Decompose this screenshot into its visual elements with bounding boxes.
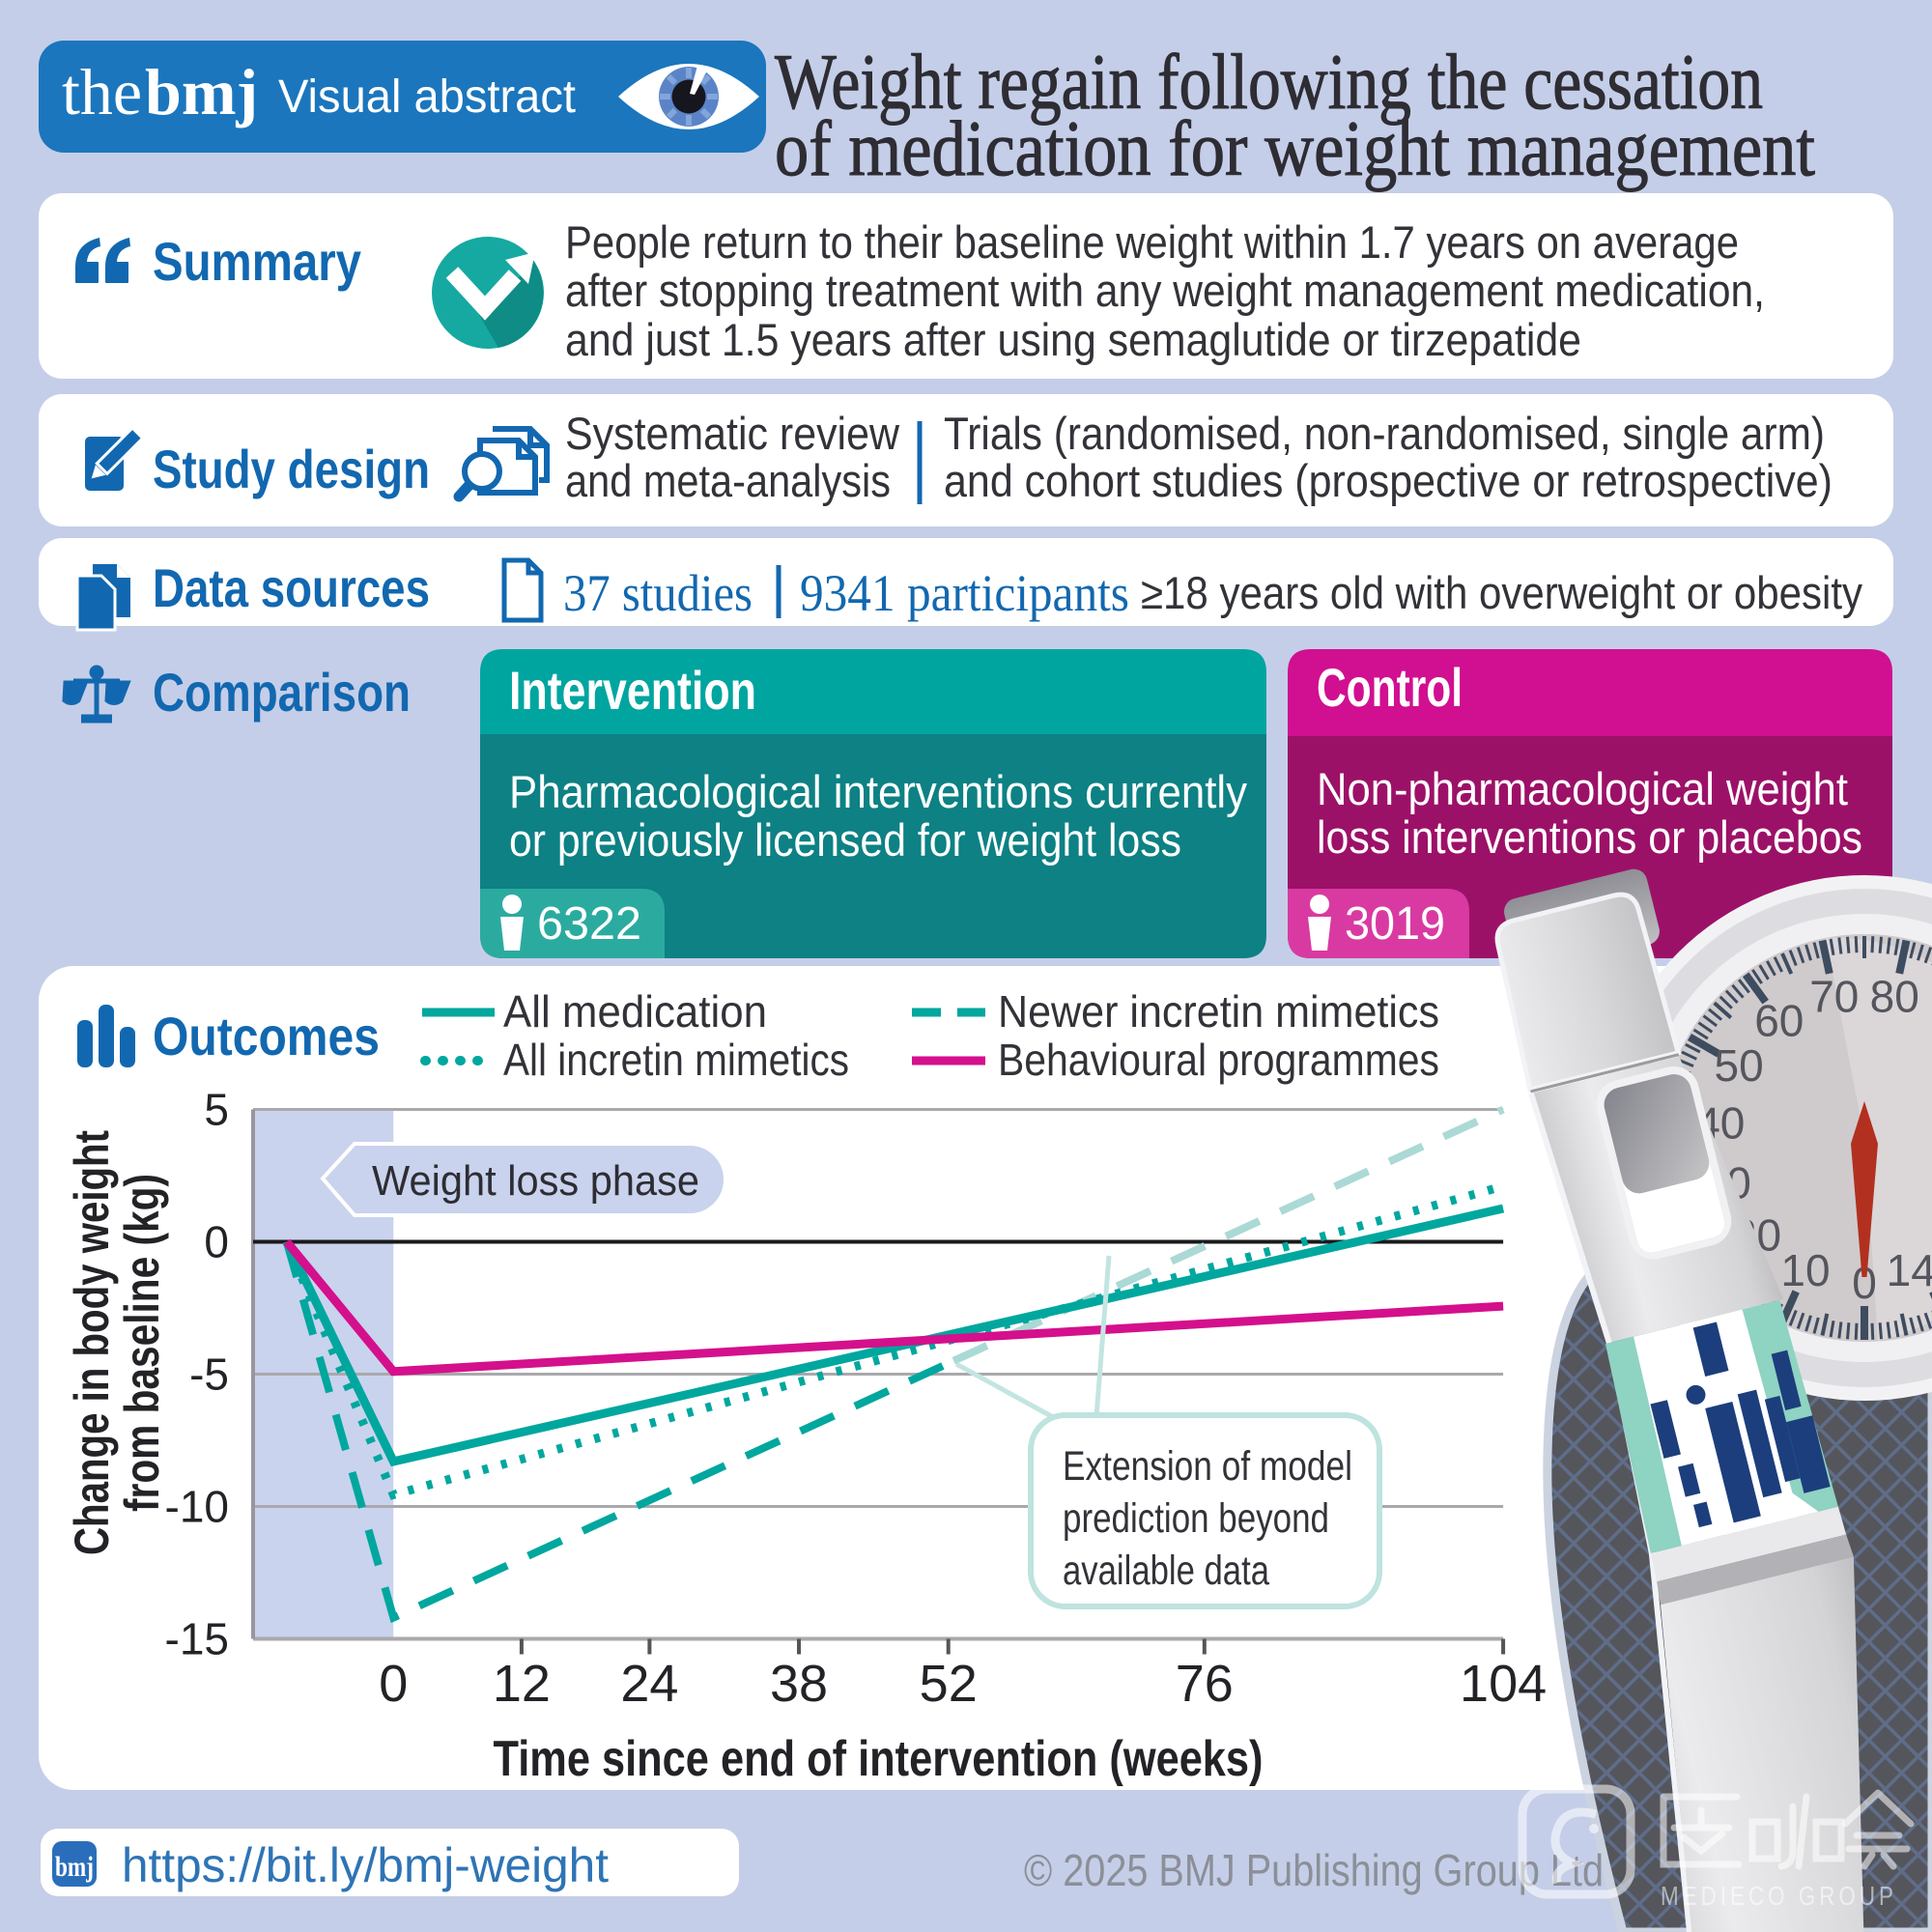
svg-text:bmj: bmj [55,1851,94,1883]
svg-text:Summary: Summary [153,231,361,292]
svg-text:80: 80 [1870,971,1919,1021]
svg-text:from baseline (kg): from baseline (kg) [115,1174,169,1512]
svg-text:Visual abstract: Visual abstract [278,71,576,123]
svg-text:and just 1.5 years after using: and just 1.5 years after using semagluti… [565,314,1581,365]
svg-text:after stopping treatment with: after stopping treatment with any weight… [565,265,1765,316]
svg-text:Behavioural programmes: Behavioural programmes [998,1035,1439,1085]
svg-text:≥18 years old with overweight: ≥18 years old with overweight or obesity [1141,567,1862,618]
svg-text:Extension of model: Extension of model [1063,1443,1352,1490]
svg-text:Change in body weight: Change in body weight [65,1130,119,1555]
svg-text:12: 12 [493,1655,551,1713]
svg-text:6322: 6322 [537,898,641,950]
svg-text:Newer incretin mimetics: Newer incretin mimetics [998,986,1439,1037]
svg-text:Weight regain following the ce: Weight regain following the cessation [775,38,1763,126]
svg-text:Systematic review: Systematic review [565,408,900,459]
svg-text:or previously licensed for wei: or previously licensed for weight loss [509,814,1181,866]
svg-text:Intervention: Intervention [509,660,756,721]
svg-text:the: the [62,55,142,128]
svg-text:Weight loss phase: Weight loss phase [372,1157,699,1205]
svg-text:140: 140 [1887,1245,1932,1295]
svg-text:0: 0 [379,1655,408,1713]
svg-text:and meta-analysis: and meta-analysis [565,455,891,506]
svg-text:76: 76 [1176,1655,1234,1713]
svg-text:People return to their baselin: People return to their baseline weight w… [565,216,1739,268]
svg-text:-15: -15 [165,1614,229,1664]
svg-text:Time since end of intervention: Time since end of intervention (weeks) [494,1731,1264,1787]
svg-text:Study design: Study design [153,439,430,499]
svg-text:Data sources: Data sources [153,557,430,618]
svg-text:https://bit.ly/bmj-weight: https://bit.ly/bmj-weight [122,1838,609,1892]
svg-text:10: 10 [1780,1245,1830,1295]
svg-text:50: 50 [1715,1040,1764,1091]
svg-text:© 2025 BMJ Publishing Group Lt: © 2025 BMJ Publishing Group Ltd [1024,1845,1604,1895]
svg-text:70: 70 [1809,971,1859,1021]
svg-text:Comparison: Comparison [153,662,411,723]
svg-text:5: 5 [204,1085,229,1135]
svg-text:Non-pharmacological weight: Non-pharmacological weight [1317,763,1848,814]
svg-text:Outcomes: Outcomes [153,1006,380,1066]
svg-text:Trials (randomised, non-random: Trials (randomised, non-randomised, sing… [944,408,1825,459]
svg-text:Control: Control [1317,657,1463,718]
svg-text:-10: -10 [165,1482,229,1532]
svg-text:All incretin mimetics: All incretin mimetics [503,1035,849,1085]
svg-text:bmj: bmj [145,55,258,128]
svg-text:60: 60 [1754,996,1804,1046]
svg-text:0: 0 [204,1217,229,1267]
svg-text:-5: -5 [189,1350,229,1400]
svg-text:loss interventions or placebos: loss interventions or placebos [1317,811,1862,863]
svg-text:9341 participants: 9341 participants [800,564,1129,622]
svg-text:MEDIECO GROUP: MEDIECO GROUP [1661,1881,1897,1911]
svg-text:52: 52 [920,1655,978,1713]
svg-text:and cohort studies (prospectiv: and cohort studies (prospective or retro… [944,455,1833,506]
svg-text:available data: available data [1063,1548,1269,1594]
svg-text:All medication: All medication [503,986,767,1037]
svg-text:prediction beyond: prediction beyond [1063,1495,1329,1542]
svg-text:3019: 3019 [1345,898,1445,950]
svg-text:Pharmacological interventions: Pharmacological interventions currently [509,766,1247,817]
svg-text:of medication for weight manag: of medication for weight management [775,104,1815,192]
svg-text:104: 104 [1460,1655,1547,1713]
svg-text:38: 38 [770,1655,828,1713]
svg-text:24: 24 [620,1655,678,1713]
svg-text:37 studies: 37 studies [563,564,753,622]
